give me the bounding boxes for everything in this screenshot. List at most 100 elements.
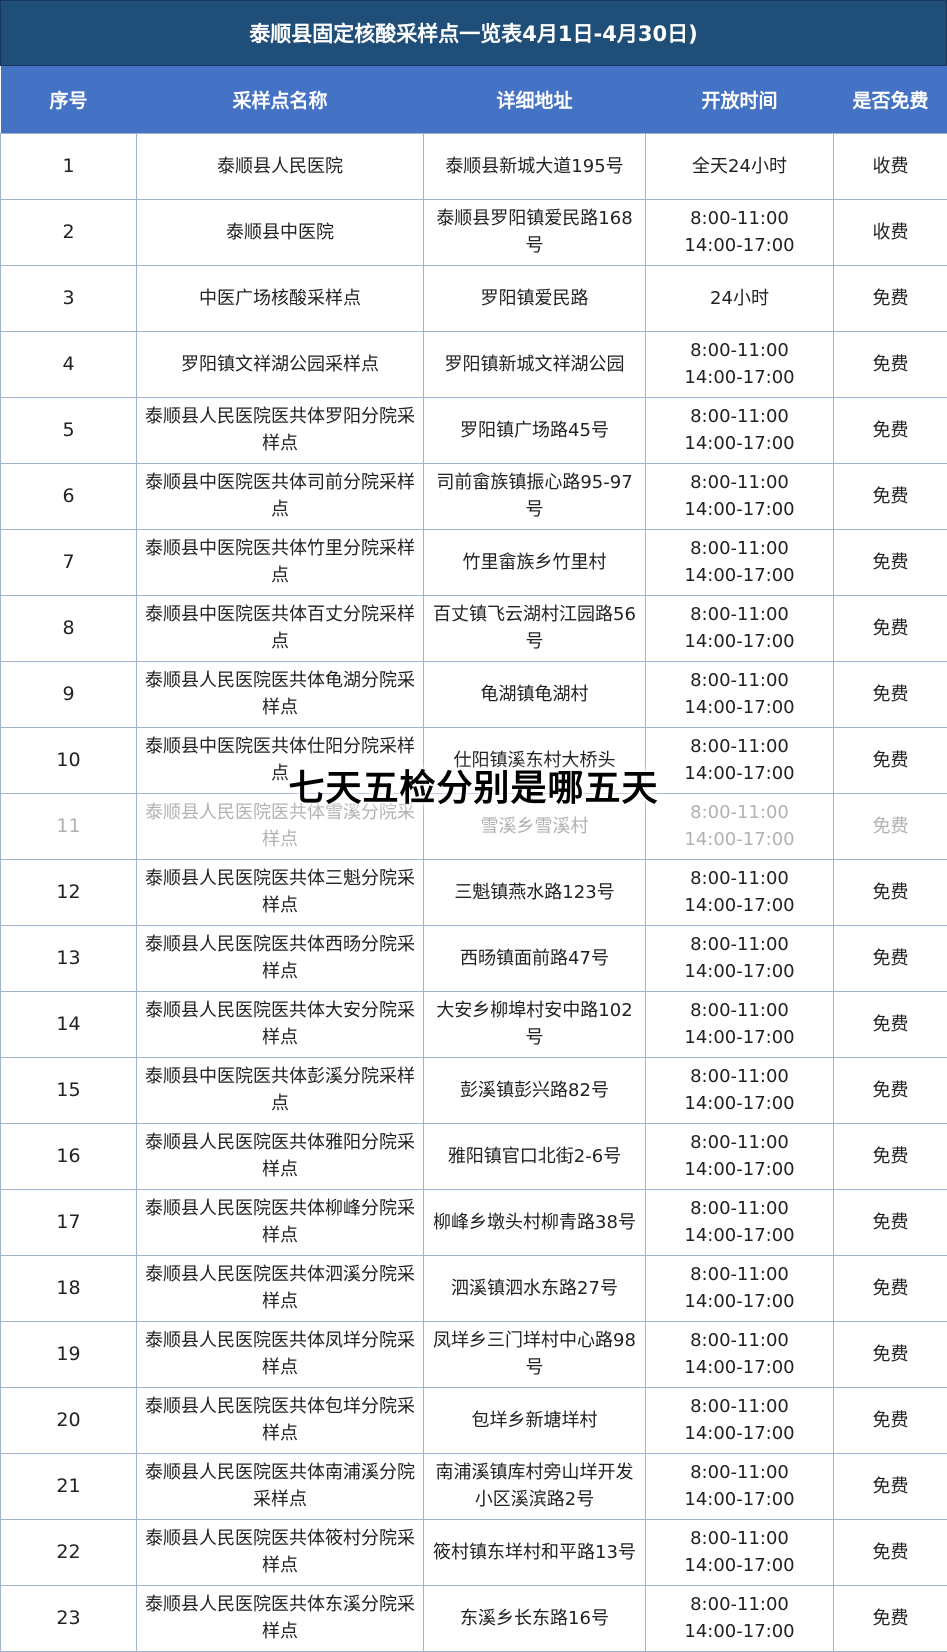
- cell-index: 16: [1, 1123, 137, 1189]
- cell-address: 仕阳镇溪东村大桥头: [424, 727, 646, 793]
- header-hours: 开放时间: [646, 66, 834, 133]
- cell-address: 百丈镇飞云湖村江园路56号: [424, 595, 646, 661]
- cell-site-name: 泰顺县人民医院医共体凤垟分院采样点: [137, 1321, 424, 1387]
- cell-free: 免费: [834, 1321, 947, 1387]
- cell-free: 免费: [834, 859, 947, 925]
- cell-site-name: 泰顺县人民医院医共体雅阳分院采样点: [137, 1123, 424, 1189]
- cell-free: 免费: [834, 529, 947, 595]
- cell-site-name: 泰顺县人民医院: [137, 133, 424, 199]
- header-address: 详细地址: [424, 66, 646, 133]
- cell-address: 罗阳镇广场路45号: [424, 397, 646, 463]
- cell-index: 21: [1, 1453, 137, 1519]
- cell-site-name: 罗阳镇文祥湖公园采样点: [137, 331, 424, 397]
- cell-address: 西旸镇面前路47号: [424, 925, 646, 991]
- cell-site-name: 泰顺县人民医院医共体柳峰分院采样点: [137, 1189, 424, 1255]
- cell-index: 5: [1, 397, 137, 463]
- cell-index: 12: [1, 859, 137, 925]
- cell-site-name: 泰顺县中医院医共体彭溪分院采样点: [137, 1057, 424, 1123]
- cell-address: 竹里畲族乡竹里村: [424, 529, 646, 595]
- cell-address: 柳峰乡墩头村柳青路38号: [424, 1189, 646, 1255]
- cell-free: 免费: [834, 463, 947, 529]
- cell-index: 9: [1, 661, 137, 727]
- cell-index: 2: [1, 199, 137, 265]
- header-index: 序号: [1, 66, 137, 133]
- cell-free: 免费: [834, 1585, 947, 1651]
- cell-address: 筱村镇东垟村和平路13号: [424, 1519, 646, 1585]
- cell-site-name: 泰顺县人民医院医共体大安分院采样点: [137, 991, 424, 1057]
- header-row: 序号 采样点名称 详细地址 开放时间 是否免费: [1, 66, 947, 133]
- cell-site-name: 泰顺县人民医院医共体东溪分院采样点: [137, 1585, 424, 1651]
- cell-free: 免费: [834, 331, 947, 397]
- cell-site-name: 泰顺县人民医院医共体西旸分院采样点: [137, 925, 424, 991]
- cell-address: 罗阳镇新城文祥湖公园: [424, 331, 646, 397]
- cell-free: 免费: [834, 991, 947, 1057]
- cell-free: 免费: [834, 793, 947, 859]
- cell-free: 免费: [834, 397, 947, 463]
- cell-index: 13: [1, 925, 137, 991]
- cell-site-name: 泰顺县中医院医共体司前分院采样点: [137, 463, 424, 529]
- cell-index: 4: [1, 331, 137, 397]
- cell-free: 免费: [834, 595, 947, 661]
- cell-free: 收费: [834, 199, 947, 265]
- cell-hours: 全天24小时: [646, 133, 834, 199]
- cell-free: 免费: [834, 265, 947, 331]
- cell-address: 东溪乡长东路16号: [424, 1585, 646, 1651]
- cell-index: 22: [1, 1519, 137, 1585]
- cell-index: 17: [1, 1189, 137, 1255]
- cell-site-name: 泰顺县人民医院医共体泗溪分院采样点: [137, 1255, 424, 1321]
- cell-address: 雅阳镇官口北街2-6号: [424, 1123, 646, 1189]
- cell-address: 雪溪乡雪溪村: [424, 793, 646, 859]
- cell-address: 包垟乡新塘垟村: [424, 1387, 646, 1453]
- cell-site-name: 中医广场核酸采样点: [137, 265, 424, 331]
- cell-address: 罗阳镇爱民路: [424, 265, 646, 331]
- cell-index: 20: [1, 1387, 137, 1453]
- cell-address: 司前畲族镇振心路95-97号: [424, 463, 646, 529]
- cell-address: 凤垟乡三门垟村中心路98号: [424, 1321, 646, 1387]
- cell-free: 免费: [834, 1057, 947, 1123]
- cell-address: 大安乡柳埠村安中路102号: [424, 991, 646, 1057]
- cell-free: 免费: [834, 1387, 947, 1453]
- cell-site-name: 泰顺县人民医院医共体雪溪分院采样点: [137, 793, 424, 859]
- cell-index: 11: [1, 793, 137, 859]
- cell-address: 龟湖镇龟湖村: [424, 661, 646, 727]
- cell-index: 14: [1, 991, 137, 1057]
- cell-address: 泰顺县新城大道195号: [424, 133, 646, 199]
- cell-address: 彭溪镇彭兴路82号: [424, 1057, 646, 1123]
- header-site-name: 采样点名称: [137, 66, 424, 133]
- cell-free: 免费: [834, 1255, 947, 1321]
- cell-address: 南浦溪镇库村旁山垟开发小区溪滨路2号: [424, 1453, 646, 1519]
- cell-hours: 24小时: [646, 265, 834, 331]
- cell-index: 19: [1, 1321, 137, 1387]
- cell-index: 8: [1, 595, 137, 661]
- cell-free: 免费: [834, 925, 947, 991]
